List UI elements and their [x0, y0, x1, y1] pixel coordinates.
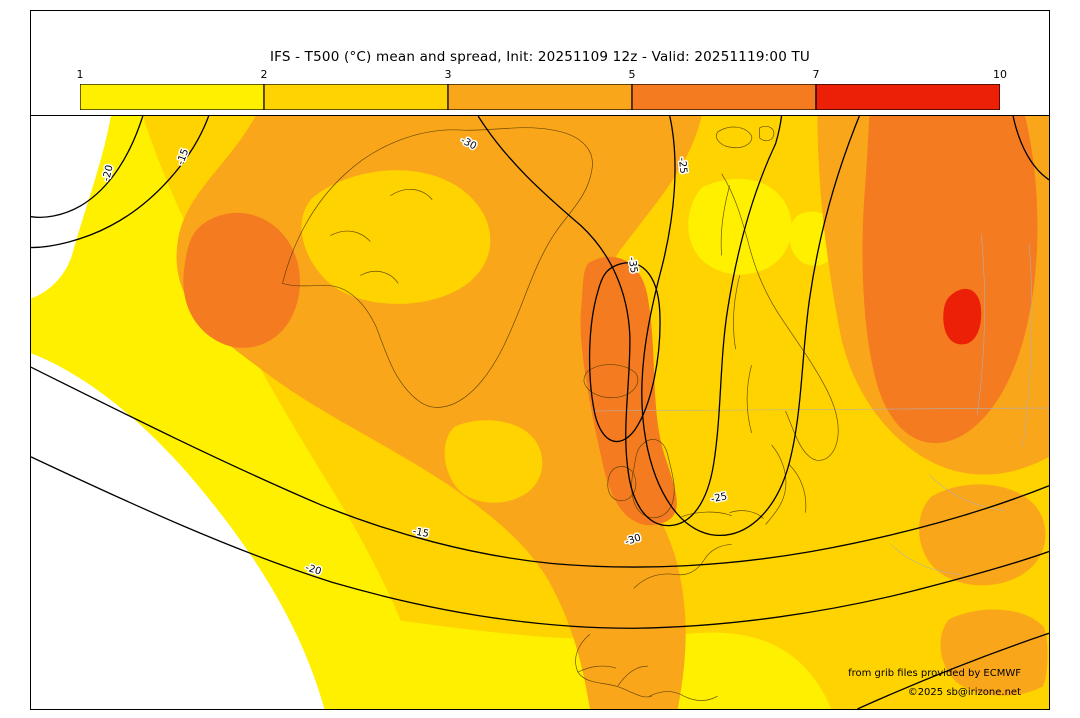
colorbar-segment-7-10 [815, 84, 1000, 110]
contour-label: -25 [710, 491, 728, 505]
graticule-lines [589, 233, 1049, 575]
chart-header: IFS - T500 (°C) mean and spread, Init: 2… [31, 11, 1049, 115]
colorbar-segment-2-3 [263, 84, 449, 110]
colorbar-tick: 1 [76, 68, 84, 81]
colorbar-tick: 10 [993, 68, 1007, 81]
colorbar-scale [80, 84, 1000, 110]
coastlines [282, 126, 839, 701]
contour-minus25-trough [641, 116, 860, 537]
contour-minus15-nw [31, 116, 210, 249]
svalbard-coast [716, 126, 775, 148]
colorbar-segment-1-2 [80, 84, 265, 110]
colorbar-segment-5-7 [631, 84, 817, 110]
chart-frame: IFS - T500 (°C) mean and spread, Init: 2… [30, 10, 1050, 710]
scandinavia-coast [720, 173, 839, 461]
contour-minus35-closed [588, 262, 661, 442]
attribution-source: from grib files provided by ECMWF [848, 668, 1021, 679]
chart-title: IFS - T500 (°C) mean and spread, Init: 2… [269, 49, 811, 65]
colorbar-segment-3-5 [447, 84, 633, 110]
contour-minus15-south [31, 366, 1049, 568]
contour-label: -35 [626, 256, 639, 274]
colorbar: 1 2 3 5 7 10 [77, 68, 1007, 110]
colorbar-tick: 7 [812, 68, 820, 81]
colorbar-tick: 5 [628, 68, 636, 81]
iberia-med-coast [577, 665, 718, 701]
spread-map: -15 -20 -30 -25 -35 -25 -30 -20 -15 [31, 116, 1049, 709]
colorbar-tick: 3 [444, 68, 452, 81]
baltic-coast [765, 444, 807, 525]
britain-coast [631, 439, 675, 519]
spread-fill-layer [31, 116, 1049, 709]
contour-minus20-nw [31, 116, 144, 218]
greenland-coast [282, 127, 593, 408]
contour-label: -25 [676, 157, 689, 174]
contour-ne [1012, 116, 1049, 181]
attribution-copyright: ©2025 sb@irizone.net [907, 687, 1021, 698]
contour-minus20-south [31, 456, 1049, 629]
contour-minus30-trough [477, 116, 783, 527]
contour-label: -15 [412, 526, 430, 540]
europe-coast [575, 510, 764, 698]
mean-contour-lines [31, 116, 1049, 709]
contour-se [857, 632, 1049, 709]
iceland-coast [583, 364, 639, 399]
colorbar-tick: 2 [260, 68, 268, 81]
map-canvas: -15 -20 -30 -25 -35 -25 -30 -20 -15 from… [31, 115, 1049, 709]
